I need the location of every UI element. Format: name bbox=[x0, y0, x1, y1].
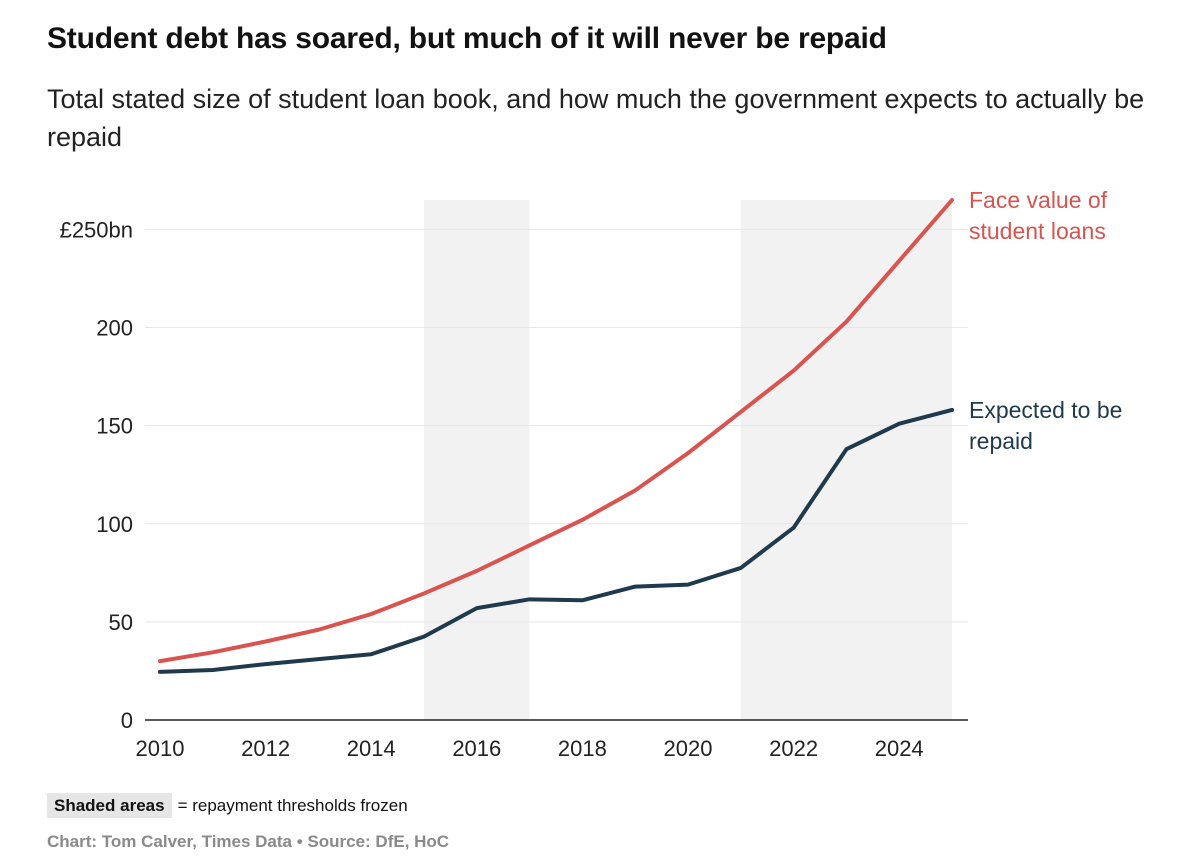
shaded-range-0 bbox=[424, 200, 530, 720]
series-line-0 bbox=[158, 198, 954, 664]
y-tick-label-0: 0 bbox=[121, 708, 133, 733]
x-tick-label-2014: 2014 bbox=[347, 736, 396, 761]
x-tick-label-2024: 2024 bbox=[875, 736, 924, 761]
y-tick-label-150: 150 bbox=[96, 414, 133, 439]
chart-title: Student debt has soared, but much of it … bbox=[47, 22, 887, 55]
chart-subtitle: Total stated size of student loan book, … bbox=[47, 84, 1145, 152]
x-tick-label-2020: 2020 bbox=[664, 736, 713, 761]
x-tick-label-2018: 2018 bbox=[558, 736, 607, 761]
series-label-0-line-0: Face value of bbox=[969, 187, 1108, 213]
x-tick-label-2010: 2010 bbox=[136, 736, 185, 761]
x-tick-label-2012: 2012 bbox=[241, 736, 290, 761]
series-label-1-line-0: Expected to be bbox=[969, 397, 1122, 423]
series-label-0: Face value of student loans bbox=[969, 187, 1108, 244]
chart-credit: Chart: Tom Calver, Times Data • Source: … bbox=[47, 832, 450, 851]
shaded-areas-note: Shaded areas = repayment thresholds froze… bbox=[47, 793, 408, 818]
y-tick-label-200: 200 bbox=[96, 316, 133, 341]
line-chart: 0 50 100 150 200 £250bn 2010 2012 2014 2016 2018 20… bbox=[60, 187, 1123, 761]
y-tick-label-50: 50 bbox=[109, 610, 133, 635]
series-label-1: Expected to be repaid bbox=[969, 397, 1122, 454]
shaded-areas-badge: Shaded areas bbox=[47, 793, 172, 818]
shaded-range-1 bbox=[740, 200, 952, 720]
series-label-0-line-1: student loans bbox=[969, 218, 1106, 244]
shaded-areas-text: = repayment thresholds frozen bbox=[177, 796, 408, 815]
x-tick-label-2016: 2016 bbox=[452, 736, 501, 761]
x-tick-label-2022: 2022 bbox=[769, 736, 818, 761]
series-line-1 bbox=[158, 407, 954, 674]
y-tick-label-100: 100 bbox=[96, 512, 133, 537]
y-tick-label-250: £250bn bbox=[60, 217, 133, 242]
series-label-1-line-1: repaid bbox=[969, 428, 1033, 454]
